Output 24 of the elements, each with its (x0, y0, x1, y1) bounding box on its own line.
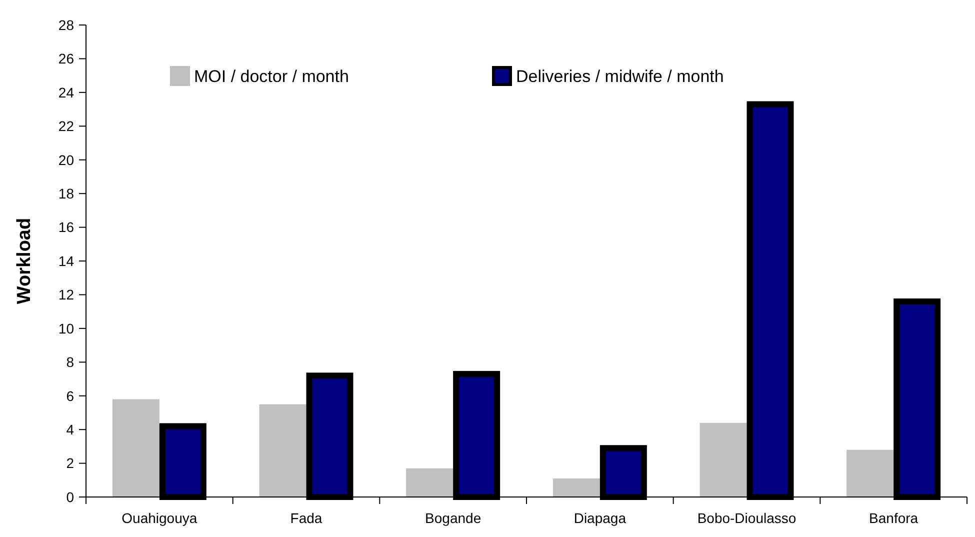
y-tick-label: 28 (58, 16, 74, 33)
y-tick-label: 4 (66, 421, 74, 438)
x-tick-label: Fada (290, 510, 322, 526)
y-tick-label: 14 (58, 252, 74, 269)
y-tick-label: 10 (58, 320, 74, 336)
legend-label: Deliveries / midwife / month (516, 66, 724, 86)
y-tick-label: 26 (58, 50, 74, 67)
y-tick-label: 12 (58, 286, 74, 303)
y-tick-label: 16 (58, 219, 74, 236)
y-tick-label: 20 (58, 152, 74, 168)
y-tick-label: 2 (66, 455, 74, 472)
x-tick-label: Bogande (425, 510, 482, 526)
legend-label: MOI / doctor / month (194, 66, 349, 86)
y-tick-label: 18 (58, 185, 74, 202)
x-tick-label: Banfora (869, 510, 918, 526)
x-tick-label: Ouahigouya (122, 510, 198, 526)
y-tick-label: 6 (66, 388, 74, 404)
x-tick-label: Bobo-Dioulasso (697, 510, 796, 526)
y-axis-title: Workload (14, 218, 35, 304)
y-tick-label: 8 (66, 354, 74, 370)
y-tick-label: 22 (58, 118, 74, 134)
x-tick-label: Diapaga (574, 510, 626, 526)
y-tick-label: 0 (66, 488, 74, 505)
y-tick-label: 24 (58, 84, 74, 100)
